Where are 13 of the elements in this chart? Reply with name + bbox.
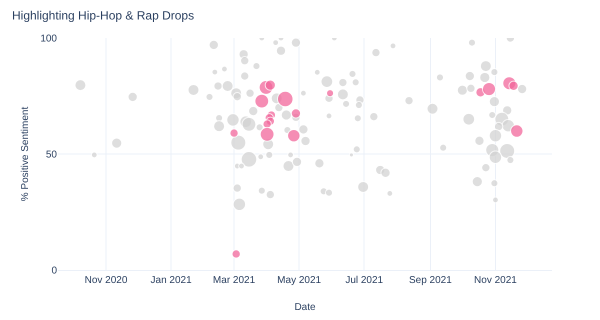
chart-title: Highlighting Hip-Hop & Rap Drops — [12, 8, 194, 23]
x-tick-label: Jan 2021 — [150, 275, 192, 286]
x-tick-label: Sep 2021 — [408, 275, 452, 286]
x-tick-label: Nov 2021 — [474, 275, 518, 286]
y-tick-label: 50 — [46, 150, 58, 160]
x-tick-label: Nov 2020 — [84, 275, 128, 286]
y-axis-title: % Positive Sentiment — [20, 106, 31, 202]
x-tick-label: Jul 2021 — [345, 275, 384, 286]
x-tick-label: May 2021 — [277, 275, 322, 286]
x-tick-label: Mar 2021 — [212, 275, 256, 286]
y-tick-label: 0 — [51, 266, 58, 276]
y-tick-label: 100 — [40, 34, 58, 44]
x-axis-title: Date — [294, 302, 316, 313]
